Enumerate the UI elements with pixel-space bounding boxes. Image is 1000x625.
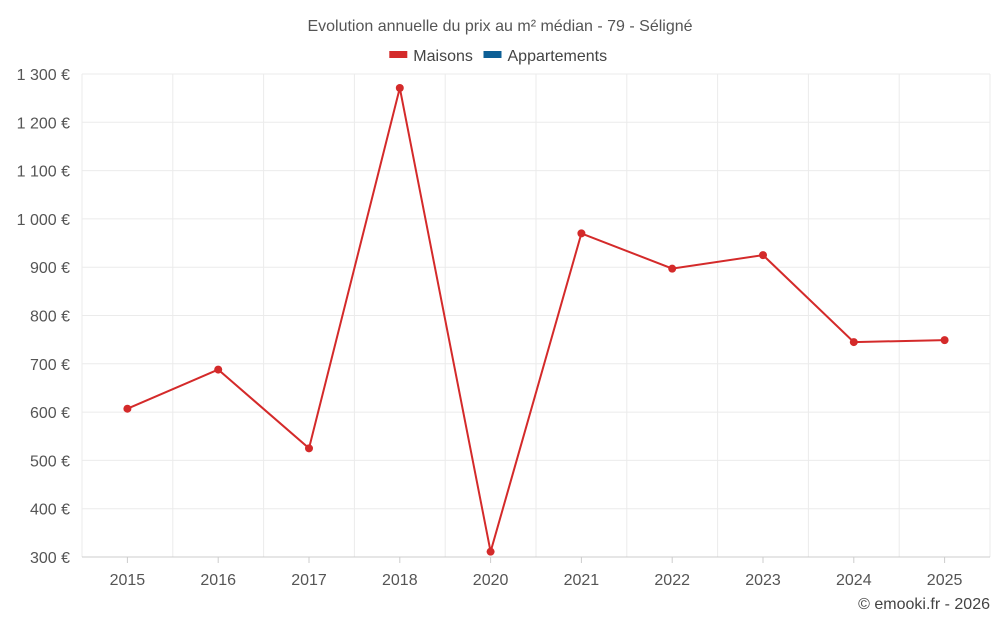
data-point-maisons-2024[interactable] [849, 338, 858, 347]
series-line-maisons [127, 87, 945, 552]
y-tick-label: 400 € [30, 502, 70, 519]
y-tick-label: 300 € [30, 550, 70, 567]
legend-swatch-0 [389, 51, 408, 58]
x-tick-label: 2020 [473, 572, 509, 589]
data-point-maisons-2022[interactable] [668, 264, 677, 273]
series-layer [123, 84, 949, 556]
y-tick-label: 1 000 € [17, 212, 70, 229]
legend: Maisons Appartements [389, 48, 607, 65]
chart-title: Evolution annuelle du prix au m² médian … [307, 18, 692, 35]
y-axis-ticks: 300 € 400 € 500 € 600 € 700 € 800 € 900 € 1 000… [17, 67, 70, 567]
y-tick-label: 1 300 € [17, 67, 70, 84]
x-tick-label: 2015 [110, 572, 146, 589]
y-tick-label: 1 100 € [17, 164, 70, 181]
legend-label-0: Maisons [413, 48, 473, 65]
data-point-maisons-2021[interactable] [577, 229, 586, 238]
y-tick-label: 600 € [30, 405, 70, 422]
y-tick-label: 800 € [30, 309, 70, 326]
data-point-maisons-2025[interactable] [940, 336, 949, 345]
y-tick-label: 1 200 € [17, 115, 70, 132]
x-tick-label: 2022 [654, 572, 690, 589]
x-tick-label: 2025 [927, 572, 963, 589]
x-tick-label: 2023 [745, 572, 781, 589]
legend-label-1: Appartements [508, 48, 608, 65]
x-tick-label: 2024 [836, 572, 872, 589]
x-tick-label: 2016 [200, 572, 236, 589]
data-point-maisons-2020[interactable] [486, 547, 495, 556]
y-tick-label: 900 € [30, 260, 70, 277]
y-tick-label: 500 € [30, 453, 70, 470]
x-tick-label: 2018 [382, 572, 418, 589]
y-tick-label: 700 € [30, 357, 70, 374]
data-point-maisons-2017[interactable] [305, 444, 313, 453]
x-tick-label: 2021 [564, 572, 600, 589]
x-axis-ticks: 2015 2016 2017 2018 2020 2021 2022 2023 2024 2025 [110, 557, 963, 589]
data-point-maisons-2015[interactable] [123, 404, 132, 413]
data-point-maisons-2023[interactable] [759, 251, 767, 260]
data-point-maisons-2018[interactable] [395, 84, 404, 93]
x-tick-label: 2017 [291, 572, 327, 589]
legend-swatch-1 [483, 51, 502, 58]
credit-text: © emooki.fr - 2026 [858, 596, 990, 613]
data-point-maisons-2016[interactable] [214, 365, 223, 374]
